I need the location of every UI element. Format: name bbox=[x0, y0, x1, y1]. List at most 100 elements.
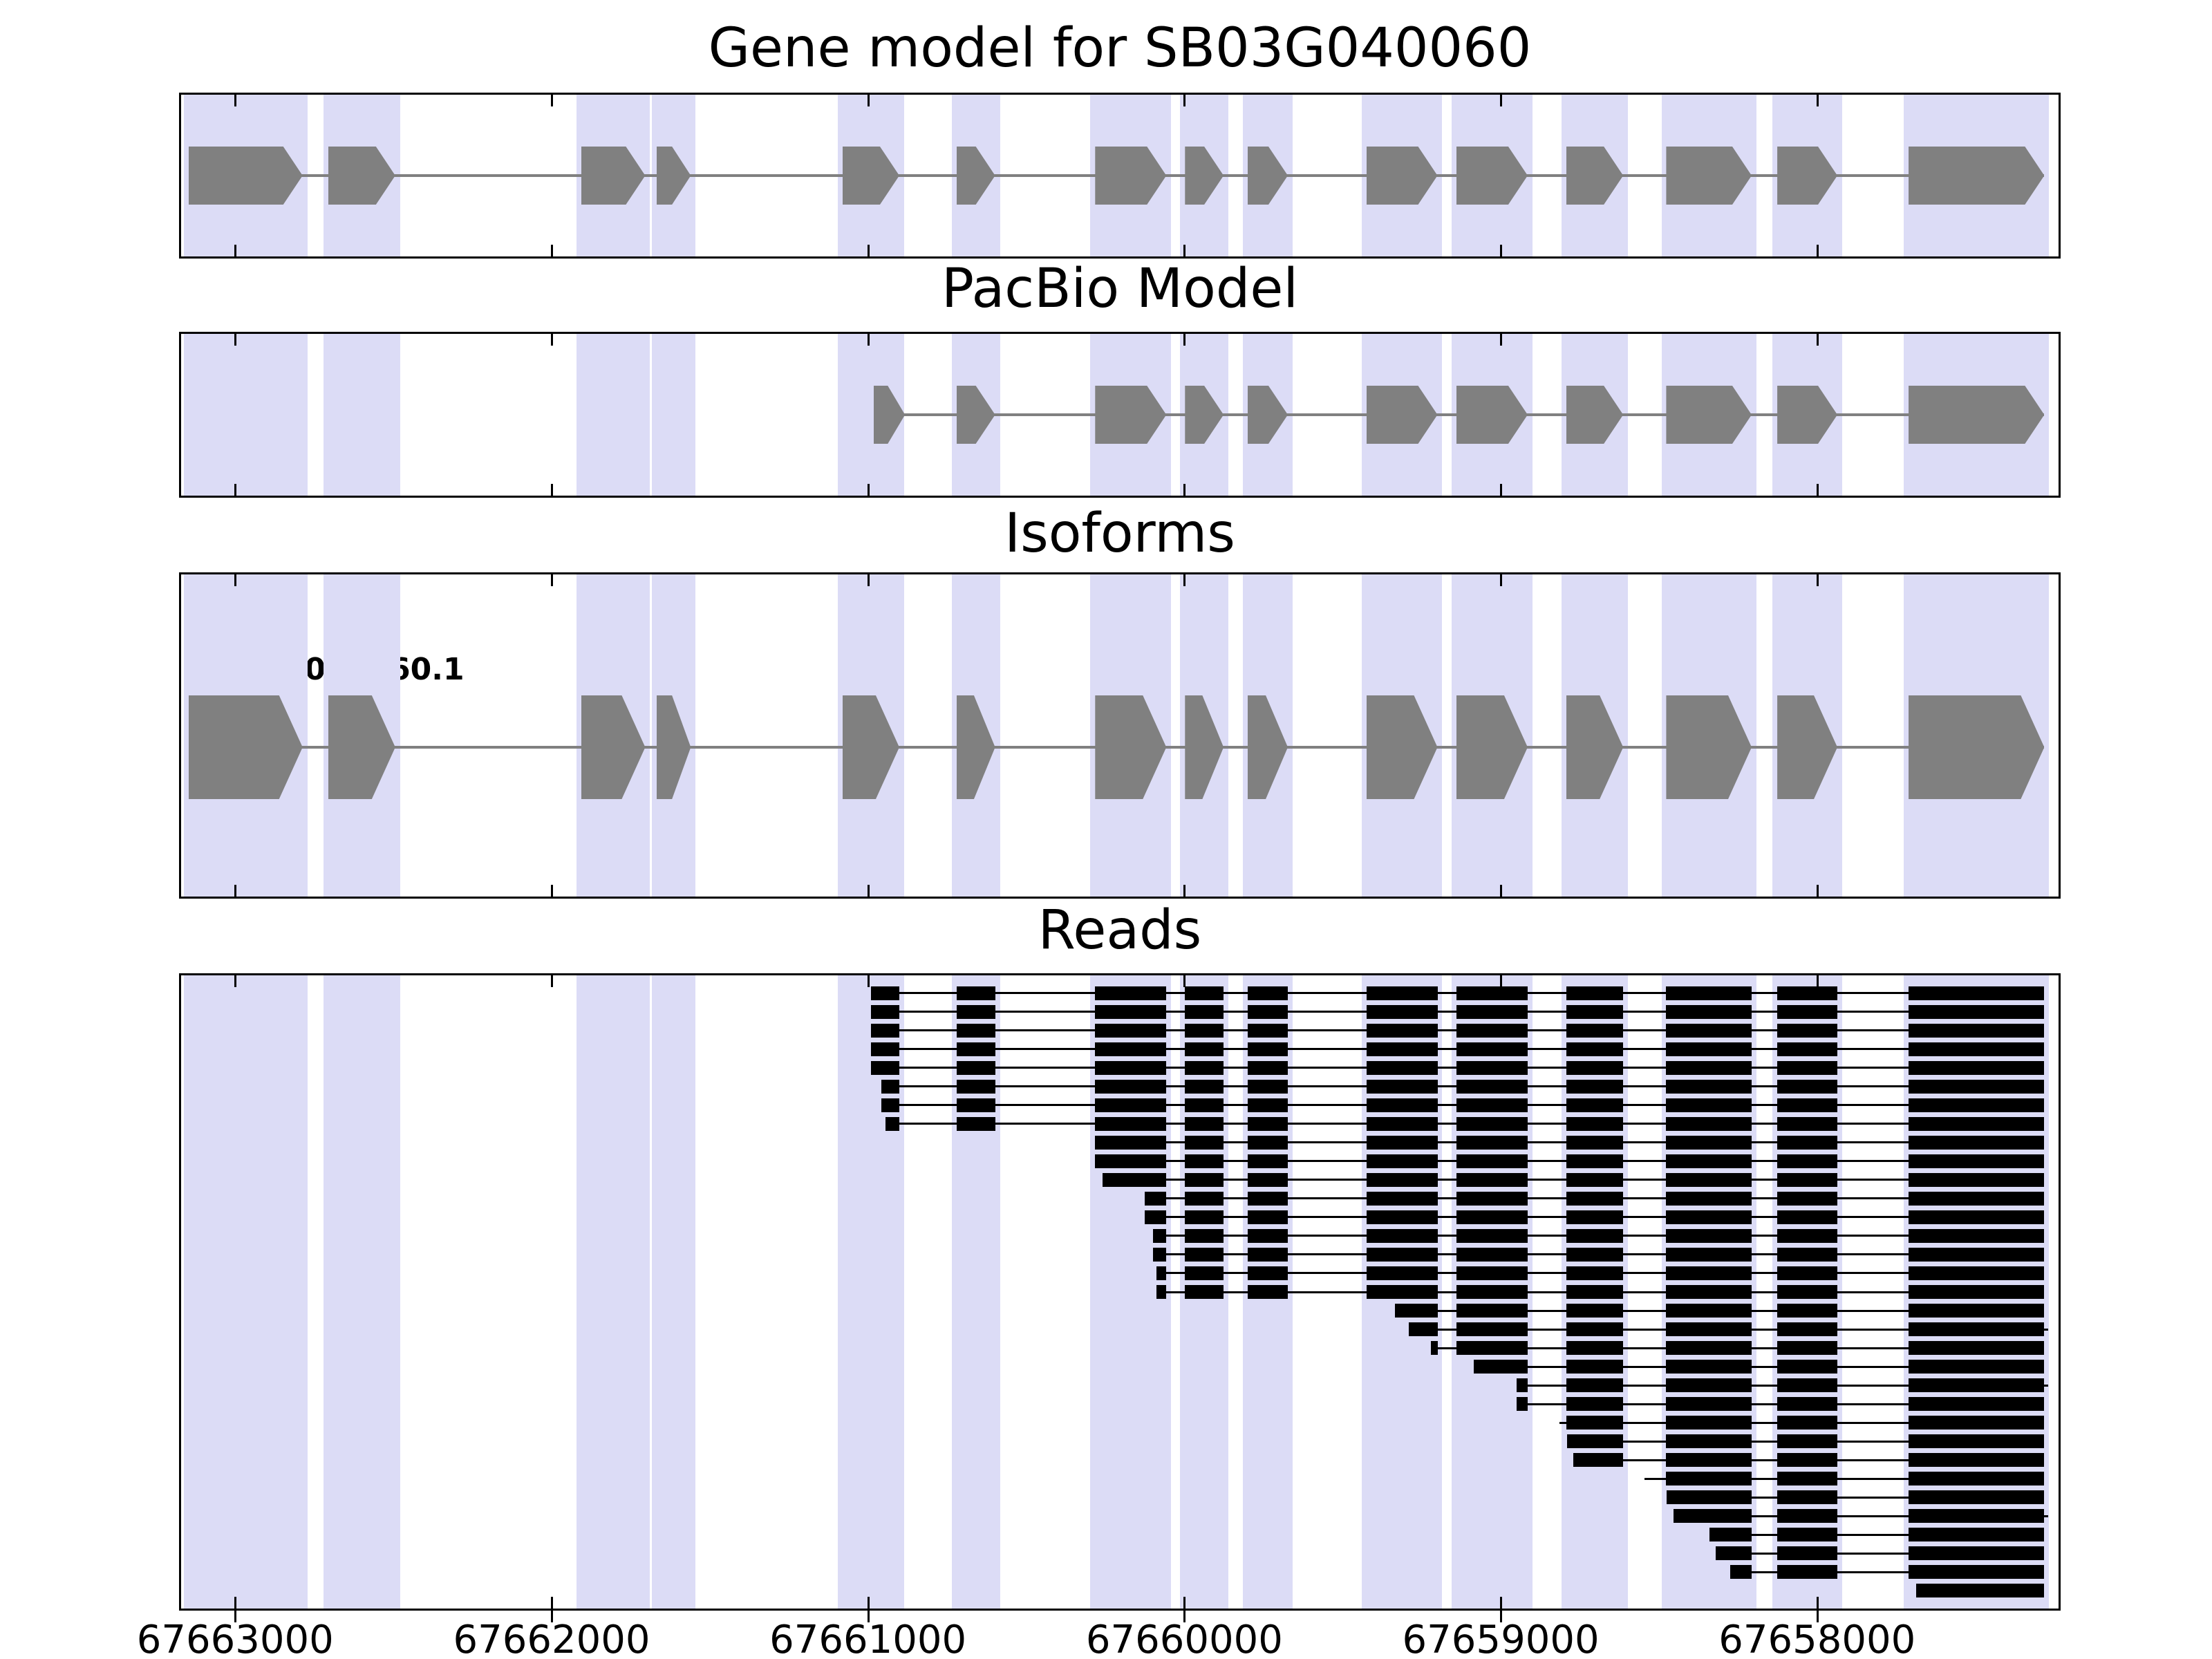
read-block bbox=[1909, 1285, 2045, 1299]
x-axis-tick bbox=[550, 1610, 553, 1622]
axis-tick-mark bbox=[550, 484, 553, 496]
read-block bbox=[1474, 1360, 1528, 1374]
axis-tick-mark bbox=[234, 1597, 237, 1609]
read-block bbox=[1456, 1341, 1528, 1356]
read-block bbox=[1366, 986, 1438, 1000]
read-block bbox=[1777, 1210, 1838, 1224]
exon-highlight-band bbox=[576, 334, 650, 496]
read-block bbox=[1456, 1023, 1528, 1038]
read-block bbox=[1667, 1490, 1752, 1505]
read-block bbox=[1566, 1210, 1624, 1224]
axis-tick-mark bbox=[234, 334, 237, 346]
axis-tick-mark bbox=[1816, 574, 1819, 586]
read-block bbox=[1777, 1322, 1838, 1337]
read-block bbox=[1156, 1285, 1167, 1299]
axis-tick-mark bbox=[1816, 334, 1819, 346]
read-block bbox=[1666, 1341, 1752, 1356]
read-block bbox=[1185, 1191, 1224, 1206]
read-block bbox=[1673, 1509, 1752, 1524]
read-block bbox=[1566, 1416, 1624, 1430]
read-block bbox=[1909, 1210, 2045, 1224]
read-block bbox=[1095, 986, 1167, 1000]
read-line bbox=[1730, 1571, 2045, 1573]
axis-tick-mark bbox=[1183, 885, 1186, 897]
read-block bbox=[1909, 1304, 2045, 1318]
read-block bbox=[1566, 1378, 1624, 1393]
read-block bbox=[1909, 1247, 2045, 1262]
read-block bbox=[1566, 1154, 1624, 1168]
read-block bbox=[1777, 1546, 1838, 1561]
read-block bbox=[1145, 1210, 1167, 1224]
read-block bbox=[1909, 1546, 2045, 1561]
read-line bbox=[1667, 1496, 2045, 1499]
axis-tick-mark bbox=[550, 975, 553, 987]
axis-tick-mark bbox=[234, 245, 237, 256]
read-block bbox=[1777, 1490, 1838, 1505]
read-block bbox=[1777, 1285, 1838, 1299]
read-block bbox=[1909, 1228, 2045, 1243]
read-block bbox=[1456, 1135, 1528, 1150]
read-block bbox=[1566, 986, 1624, 1000]
read-block bbox=[1247, 1285, 1288, 1299]
x-axis-label: 67658000 bbox=[1718, 1618, 1916, 1659]
read-block bbox=[1431, 1341, 1438, 1356]
read-block bbox=[1666, 1098, 1752, 1112]
read-block bbox=[1566, 1172, 1624, 1187]
read-block bbox=[1777, 1434, 1838, 1449]
read-block bbox=[1456, 1116, 1528, 1131]
read-block bbox=[1566, 1135, 1624, 1150]
pacbio-panel-title: PacBio Model bbox=[941, 258, 1299, 320]
read-block bbox=[1409, 1322, 1438, 1337]
exon-highlight-band bbox=[183, 975, 308, 1609]
read-block bbox=[1185, 1154, 1224, 1168]
read-block bbox=[1777, 1266, 1838, 1280]
axis-tick-mark bbox=[234, 484, 237, 496]
read-block bbox=[1566, 1116, 1624, 1131]
read-block bbox=[1366, 1172, 1438, 1187]
read-block bbox=[956, 986, 995, 1000]
read-block bbox=[1777, 1304, 1838, 1318]
axis-tick-mark bbox=[1183, 1597, 1186, 1609]
read-block bbox=[1516, 1378, 1528, 1393]
read-block bbox=[1095, 1098, 1167, 1112]
read-block bbox=[1247, 1135, 1288, 1150]
read-block bbox=[1777, 1360, 1838, 1374]
read-block bbox=[1247, 1191, 1288, 1206]
x-axis-label: 67662000 bbox=[453, 1618, 650, 1659]
read-block bbox=[1909, 1341, 2045, 1356]
read-block bbox=[1247, 1023, 1288, 1038]
axis-tick-mark bbox=[867, 1597, 870, 1609]
read-block bbox=[1777, 1060, 1838, 1075]
read-block bbox=[956, 1023, 995, 1038]
read-block bbox=[1095, 1060, 1167, 1075]
read-block bbox=[1666, 1004, 1752, 1019]
read-block bbox=[1909, 1004, 2045, 1019]
read-block bbox=[1366, 1135, 1438, 1150]
read-line bbox=[1474, 1365, 2045, 1368]
read-block bbox=[1566, 1247, 1624, 1262]
read-block bbox=[1456, 1304, 1528, 1318]
read-block bbox=[1247, 1079, 1288, 1094]
read-block bbox=[1185, 1116, 1224, 1131]
read-block bbox=[1456, 1172, 1528, 1187]
gene-model-panel bbox=[179, 93, 2061, 259]
isoforms-panel: SB03G040060.1 bbox=[179, 572, 2061, 899]
read-block bbox=[1666, 1172, 1752, 1187]
read-block bbox=[881, 1079, 899, 1094]
axis-tick-mark bbox=[1500, 95, 1503, 106]
read-block bbox=[1716, 1546, 1752, 1561]
read-block bbox=[1247, 1042, 1288, 1056]
read-block bbox=[1366, 1060, 1438, 1075]
exon-highlight-band bbox=[323, 975, 400, 1609]
read-block bbox=[1366, 1079, 1438, 1094]
read-block bbox=[1777, 1509, 1838, 1524]
read-block bbox=[1666, 1397, 1752, 1412]
axis-tick-mark bbox=[1500, 245, 1503, 256]
read-block bbox=[1456, 1191, 1528, 1206]
axis-tick-mark bbox=[867, 885, 870, 897]
read-block bbox=[1777, 1416, 1838, 1430]
exon-highlight-band bbox=[576, 975, 650, 1609]
read-block bbox=[1777, 1023, 1838, 1038]
reads-panel bbox=[179, 973, 2061, 1611]
read-block bbox=[1909, 1079, 2045, 1094]
